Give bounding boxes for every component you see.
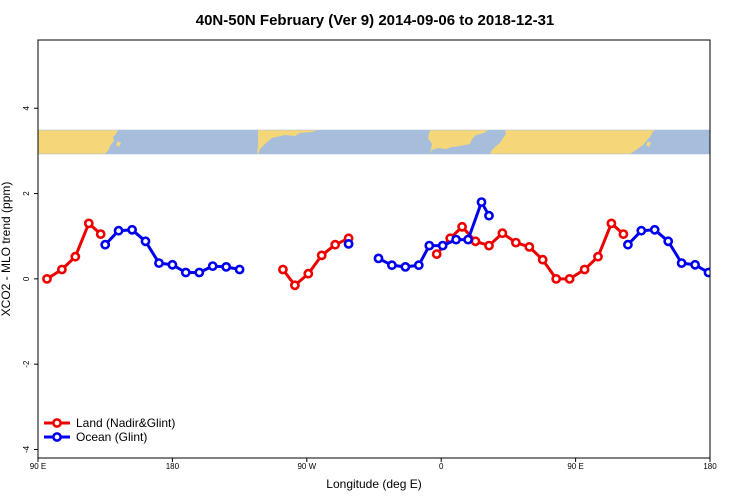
data-point (524, 241, 535, 252)
x-axis: 90 E 180 90 W 0 90 E 180 (30, 458, 717, 471)
legend-label: Land (Nadir&Glint) (76, 416, 175, 430)
series-layer (42, 197, 725, 291)
plot-background (38, 40, 710, 458)
data-point (180, 267, 191, 278)
data-point (83, 218, 94, 229)
chart-title: 40N-50N February (Ver 9) 2014-09-06 to 2… (196, 12, 555, 29)
data-point (343, 238, 354, 249)
data-point (373, 253, 384, 264)
data-point (718, 269, 725, 276)
data-point (207, 261, 218, 271)
data-point (579, 264, 590, 275)
data-point (663, 236, 674, 247)
data-point (618, 229, 629, 239)
data-point (636, 225, 647, 236)
data-point (623, 239, 633, 250)
data-point (537, 254, 548, 265)
x-tick-label: 180 (166, 462, 180, 471)
series-1 (100, 197, 725, 278)
data-point (424, 240, 435, 251)
data-point (484, 240, 494, 251)
y-tick-label: 4 (22, 105, 31, 110)
data-point (303, 268, 314, 279)
data-point (431, 249, 442, 259)
plot-area (37, 39, 725, 459)
data-point (316, 250, 327, 261)
data-point (413, 260, 424, 271)
x-axis-title: Longitude (deg E) (326, 477, 421, 491)
x-tick-label: 90 E (567, 462, 583, 471)
y-axis-title: XCO2 - MLO trend (ppm) (0, 182, 13, 317)
x-tick-label: 90 E (30, 462, 46, 471)
data-point (703, 267, 710, 278)
data-point (606, 218, 617, 229)
plot-frame (37, 39, 711, 459)
x-tick-label: 0 (439, 462, 444, 471)
data-point (649, 224, 660, 235)
data-point (289, 280, 300, 291)
series-line (377, 200, 491, 269)
data-point (234, 264, 245, 275)
data-point (42, 273, 52, 284)
legend-marker (52, 432, 62, 442)
legend: Land (Nadir&Glint)Ocean (Glint) (44, 416, 175, 444)
data-point (564, 273, 575, 284)
data-point (551, 273, 562, 284)
x-tick-label: 180 (703, 462, 717, 471)
data-point (470, 236, 481, 247)
y-tick-label: 2 (22, 191, 31, 196)
data-point (497, 228, 508, 239)
legend-label: Ocean (Glint) (76, 430, 147, 444)
data-point (457, 221, 467, 232)
y-tick-label: -4 (22, 445, 31, 453)
data-point (127, 224, 137, 235)
x-tick-label: 90 W (297, 462, 316, 471)
world-map-strip (37, 129, 711, 155)
data-point (95, 229, 106, 239)
data-point (113, 225, 124, 236)
data-point (167, 259, 178, 270)
y-axis: -4 -2 0 2 4 (22, 105, 38, 453)
data-point (593, 251, 603, 262)
data-point (330, 239, 341, 250)
data-point (100, 239, 111, 250)
data-point (194, 267, 205, 278)
data-point (476, 197, 487, 207)
data-point (140, 236, 151, 247)
data-point (690, 259, 700, 270)
data-point (277, 264, 288, 275)
data-point (511, 237, 521, 248)
y-tick-label: 0 (22, 276, 31, 281)
data-point (451, 234, 461, 245)
data-point (57, 264, 67, 275)
data-point (400, 261, 411, 272)
data-point (70, 251, 81, 262)
data-point (437, 240, 448, 251)
data-point (221, 261, 232, 272)
data-point (154, 258, 164, 268)
data-point (484, 210, 494, 221)
y-tick-label: -2 (22, 360, 31, 368)
data-point (463, 234, 473, 245)
legend-marker (52, 418, 62, 428)
data-point (386, 260, 397, 271)
data-point (676, 258, 687, 268)
